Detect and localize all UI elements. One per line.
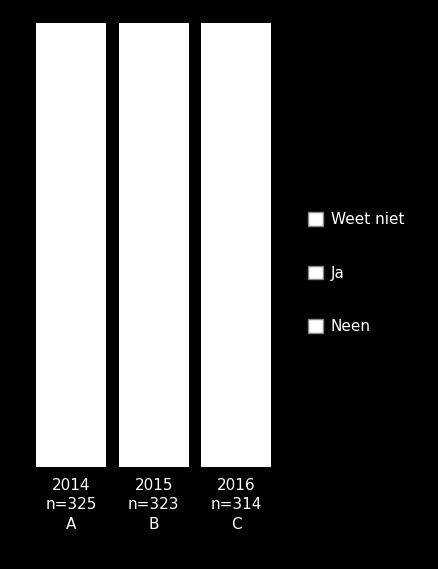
Bar xyxy=(36,222,106,467)
Bar xyxy=(201,67,270,232)
Bar xyxy=(36,67,106,222)
Legend: Weet niet, Ja, Neen: Weet niet, Ja, Neen xyxy=(301,206,410,340)
Bar xyxy=(36,23,106,67)
Bar xyxy=(201,232,270,467)
Bar xyxy=(118,236,188,467)
Bar xyxy=(118,67,188,236)
Bar xyxy=(118,23,188,67)
Bar xyxy=(201,23,270,67)
